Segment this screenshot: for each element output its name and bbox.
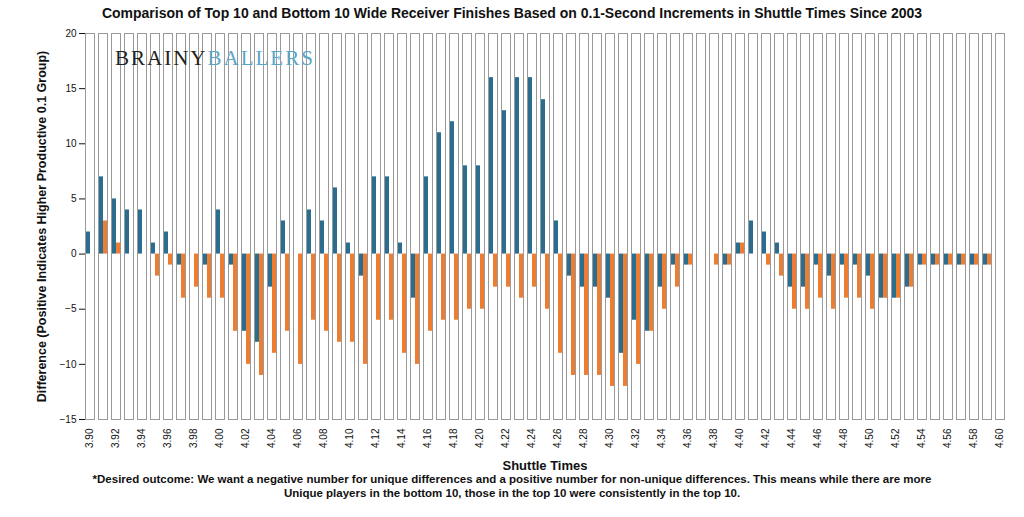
svg-text:4.24: 4.24 — [526, 428, 537, 448]
svg-text:15: 15 — [65, 83, 77, 94]
svg-text:4.22: 4.22 — [500, 428, 511, 448]
svg-text:4.18: 4.18 — [448, 428, 459, 448]
svg-text:4.48: 4.48 — [838, 428, 849, 448]
svg-text:4.12: 4.12 — [370, 428, 381, 448]
svg-text:4.20: 4.20 — [474, 428, 485, 448]
html-text:*Desired outcome: We want a ne: *Desired outcome: We want a negative num… — [92, 473, 932, 499]
svg-text:4.50: 4.50 — [864, 428, 875, 448]
svg-text:−5: −5 — [65, 303, 77, 314]
svg-text:4.02: 4.02 — [240, 428, 251, 448]
svg-text:4.10: 4.10 — [344, 428, 355, 448]
svg-text:4.26: 4.26 — [552, 428, 563, 448]
svg-text:4.06: 4.06 — [292, 428, 303, 448]
svg-text:4.44: 4.44 — [786, 428, 797, 448]
html-text:Comparison of Top 10 and Botto: Comparison of Top 10 and Bottom 10 Wide … — [101, 5, 923, 21]
svg-text:10: 10 — [65, 138, 77, 149]
svg-text:4.30: 4.30 — [604, 428, 615, 448]
svg-text:3.94: 3.94 — [136, 428, 147, 448]
svg-text:4.40: 4.40 — [734, 428, 745, 448]
svg-text:4.38: 4.38 — [708, 428, 719, 448]
svg-text:4.54: 4.54 — [916, 428, 927, 448]
svg-text:4.46: 4.46 — [812, 428, 823, 448]
svg-text:4.58: 4.58 — [968, 428, 979, 448]
html-text:BRAINY BALLERS: BRAINY BALLERS — [115, 46, 315, 70]
svg-text:Shuttle Times: Shuttle Times — [502, 458, 587, 473]
svg-text:4.34: 4.34 — [656, 428, 667, 448]
svg-text:4.28: 4.28 — [578, 428, 589, 448]
svg-text:Difference (Positive Indicates: Difference (Positive Indicates Higher Pr… — [35, 51, 49, 402]
svg-text:4.16: 4.16 — [422, 428, 433, 448]
svg-text:5: 5 — [71, 193, 77, 204]
svg-text:3.98: 3.98 — [188, 428, 199, 448]
svg-text:−10: −10 — [60, 359, 77, 370]
svg-text:4.36: 4.36 — [682, 428, 693, 448]
svg-text:0: 0 — [71, 248, 77, 259]
svg-text:4.08: 4.08 — [318, 428, 329, 448]
svg-text:4.42: 4.42 — [760, 428, 771, 448]
svg-text:20: 20 — [65, 28, 77, 39]
svg-text:3.90: 3.90 — [84, 428, 95, 448]
svg-text:4.32: 4.32 — [630, 428, 641, 448]
svg-text:4.60: 4.60 — [994, 428, 1005, 448]
svg-text:4.52: 4.52 — [890, 428, 901, 448]
svg-text:4.04: 4.04 — [266, 428, 277, 448]
svg-text:4.14: 4.14 — [396, 428, 407, 448]
svg-text:−15: −15 — [60, 414, 77, 425]
svg-text:3.96: 3.96 — [162, 428, 173, 448]
svg-text:4.00: 4.00 — [214, 428, 225, 448]
svg-text:4.56: 4.56 — [942, 428, 953, 448]
svg-text:3.92: 3.92 — [110, 428, 121, 448]
